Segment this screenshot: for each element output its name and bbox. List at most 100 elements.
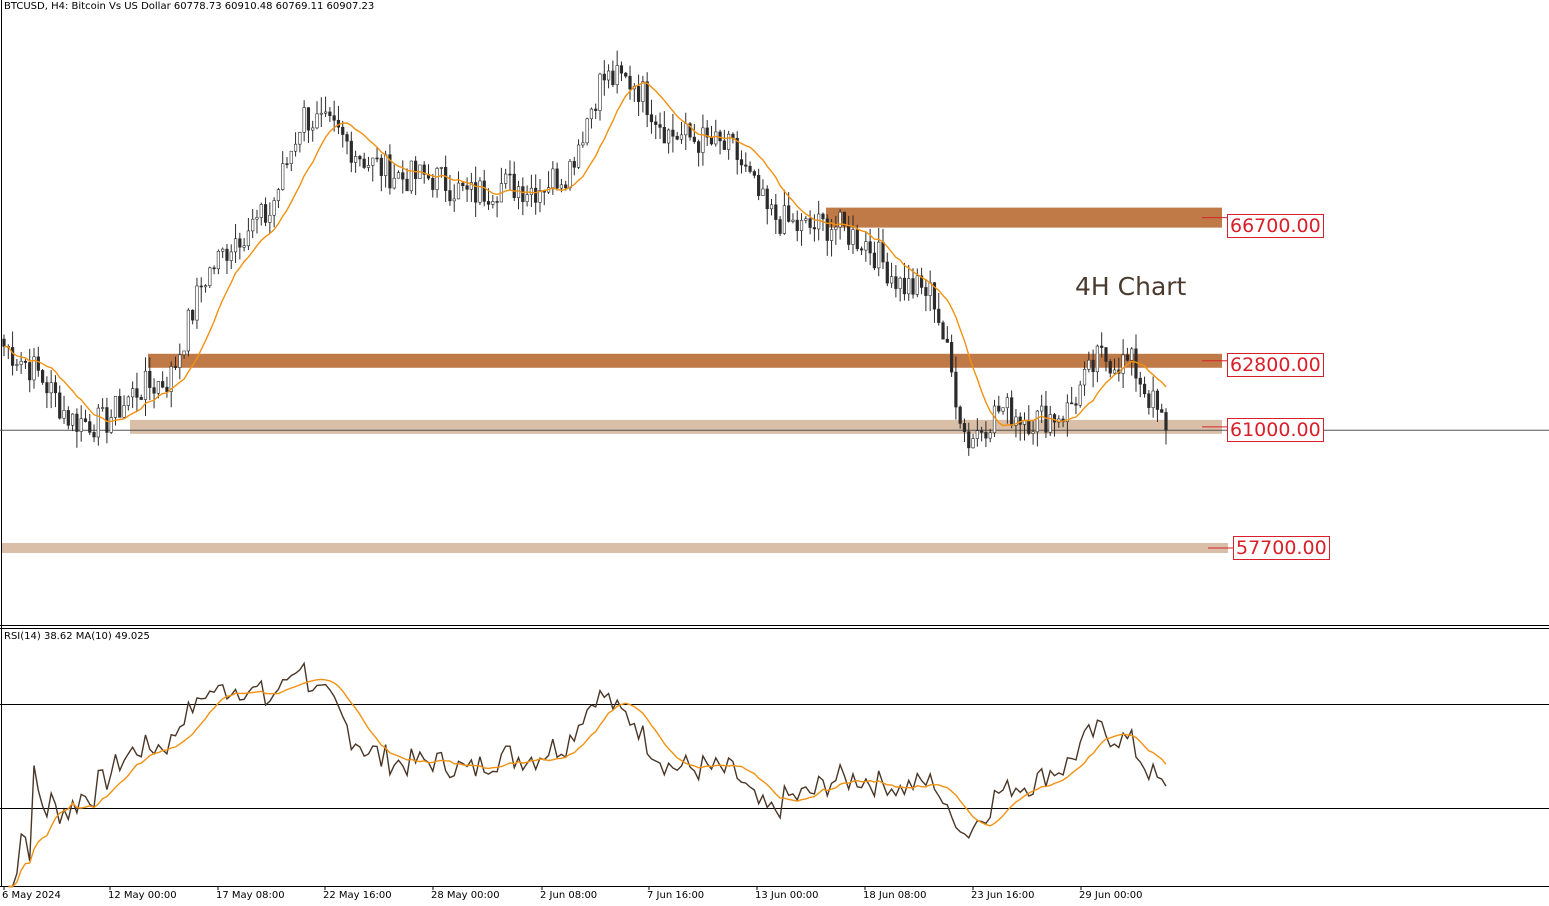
- candle-body: [765, 188, 769, 210]
- candle-body: [169, 366, 173, 392]
- candle-body: [568, 161, 572, 189]
- candle-body: [139, 397, 143, 400]
- candle-body: [135, 388, 139, 398]
- candle-body: [349, 140, 353, 163]
- candle-body: [727, 133, 731, 150]
- x-tick-label: 6 May 2024: [2, 890, 61, 901]
- candle-body: [679, 134, 684, 140]
- candle-body: [932, 282, 937, 310]
- candle-body: [748, 165, 752, 172]
- candle-body: [1091, 359, 1095, 373]
- candle-body: [242, 245, 246, 248]
- candle-body: [606, 70, 611, 81]
- candle-body: [1112, 369, 1117, 374]
- x-tick-label: 13 Jun 00:00: [755, 890, 819, 901]
- candle-body: [684, 123, 688, 136]
- candle-body: [486, 201, 491, 205]
- candle-body: [872, 252, 877, 269]
- candle-body: [263, 204, 268, 223]
- candle-body: [53, 382, 58, 394]
- candle-body: [371, 157, 375, 166]
- candle-body: [778, 219, 782, 234]
- candle-body: [414, 160, 418, 179]
- candle-body: [401, 172, 405, 180]
- candle-body: [598, 73, 602, 111]
- candle-body: [491, 201, 495, 205]
- candle-body: [32, 356, 36, 381]
- candle-body: [315, 113, 319, 129]
- candle-body: [83, 418, 88, 422]
- candle-body: [281, 163, 285, 190]
- candle-body: [697, 141, 701, 153]
- candle-body: [1134, 348, 1138, 379]
- candle-body: [937, 308, 941, 323]
- candle-body: [461, 182, 465, 187]
- candle-body: [941, 322, 945, 340]
- candle-body: [950, 342, 954, 373]
- candle-body: [478, 180, 482, 203]
- candle-body: [298, 131, 302, 145]
- candle-body: [521, 186, 525, 202]
- candle-body: [2, 338, 6, 347]
- candle-body: [534, 187, 538, 203]
- x-tick-label: 28 May 00:00: [431, 890, 500, 901]
- candle-body: [452, 198, 456, 202]
- candle-body: [624, 72, 628, 77]
- candle-body: [1031, 431, 1035, 434]
- candle-body: [1155, 390, 1160, 410]
- candle-body: [705, 127, 709, 138]
- candle-body: [911, 278, 915, 295]
- candle-body: [58, 392, 62, 419]
- candle-body: [246, 230, 251, 247]
- candle-body: [559, 184, 564, 189]
- candle-body: [388, 154, 392, 189]
- candle-body: [358, 156, 362, 160]
- candle-body: [1048, 414, 1052, 433]
- candle-body: [834, 226, 838, 230]
- candle-body: [319, 112, 323, 115]
- candle-body: [268, 214, 272, 223]
- candle-body: [761, 188, 765, 196]
- candle-body: [118, 396, 122, 418]
- candle-body: [71, 413, 75, 426]
- candle-body: [757, 175, 761, 196]
- candle-body: [379, 157, 383, 176]
- candle-body: [1138, 377, 1142, 385]
- candle-body: [1078, 384, 1082, 406]
- candle-body: [439, 167, 443, 169]
- candle-body: [15, 364, 19, 366]
- candle-body: [435, 168, 439, 190]
- candle-body: [366, 165, 371, 168]
- candle-body: [444, 167, 448, 191]
- candle-body: [1121, 354, 1125, 374]
- candle-body: [722, 140, 726, 150]
- candle-body: [864, 241, 868, 251]
- candle-body: [881, 241, 885, 263]
- candle-body: [19, 360, 23, 365]
- candle-body: [902, 277, 907, 295]
- candle-body: [662, 127, 666, 144]
- candle-body: [649, 114, 654, 123]
- candle-body: [23, 360, 28, 363]
- timeframe-annotation: 4H Chart: [1075, 272, 1187, 301]
- candle-body: [1074, 403, 1078, 406]
- candle-body: [589, 108, 594, 120]
- x-tick-label: 23 Jun 16:00: [971, 890, 1035, 901]
- candle-body: [611, 70, 615, 86]
- candle-body: [384, 154, 388, 176]
- candle-body: [302, 107, 306, 133]
- candle-body: [178, 354, 182, 368]
- candle-body: [795, 219, 799, 231]
- candle-body: [212, 267, 216, 270]
- candle-body: [161, 381, 165, 388]
- candle-body: [165, 386, 169, 392]
- candle-body: [1082, 369, 1087, 386]
- candle-body: [769, 204, 774, 210]
- candle-body: [821, 213, 825, 220]
- candle-body: [465, 185, 469, 190]
- x-tick-label: 12 May 00:00: [108, 890, 177, 901]
- candle-body: [482, 180, 486, 202]
- candle-body: [186, 309, 190, 352]
- candle-body: [752, 171, 756, 176]
- candle-body: [984, 432, 988, 439]
